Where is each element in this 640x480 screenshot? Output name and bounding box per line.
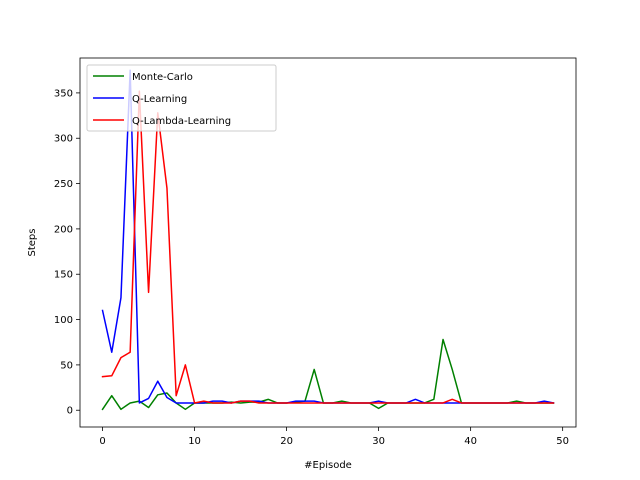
y-tick-label: 350 xyxy=(54,88,73,99)
legend: Monte-Carlo Q-Learning Q-Lambda-Learning xyxy=(86,64,277,132)
y-tick-label: 250 xyxy=(54,179,73,190)
y-tick-label: 200 xyxy=(54,224,73,235)
x-tick-label: 0 xyxy=(99,436,105,447)
y-tick-label: 300 xyxy=(54,134,73,145)
series-line-q-lambda-learning xyxy=(101,90,555,404)
y-tick-label: 50 xyxy=(60,360,73,371)
x-axis-title: #Episode xyxy=(304,460,352,471)
legend-label: Q-Lambda-Learning xyxy=(132,116,231,127)
y-tick-label: 100 xyxy=(54,315,73,326)
y-axis-title: Steps xyxy=(27,229,38,257)
plot-frame xyxy=(79,57,577,428)
legend-label: Monte-Carlo xyxy=(132,72,193,83)
y-axis: 0 50 100 150 200 250 300 350 xyxy=(54,88,80,417)
legend-box xyxy=(86,64,277,132)
x-tick-label: 10 xyxy=(188,436,201,447)
y-tick-label: 150 xyxy=(54,270,73,281)
x-tick-label: 40 xyxy=(464,436,477,447)
series-layer xyxy=(101,69,555,411)
legend-label: Q-Learning xyxy=(132,94,187,105)
x-tick-label: 50 xyxy=(556,436,569,447)
x-tick-label: 30 xyxy=(372,436,385,447)
x-axis: 0 10 20 30 40 50 xyxy=(99,427,569,447)
y-tick-label: 0 xyxy=(67,406,73,417)
x-tick-label: 20 xyxy=(280,436,293,447)
